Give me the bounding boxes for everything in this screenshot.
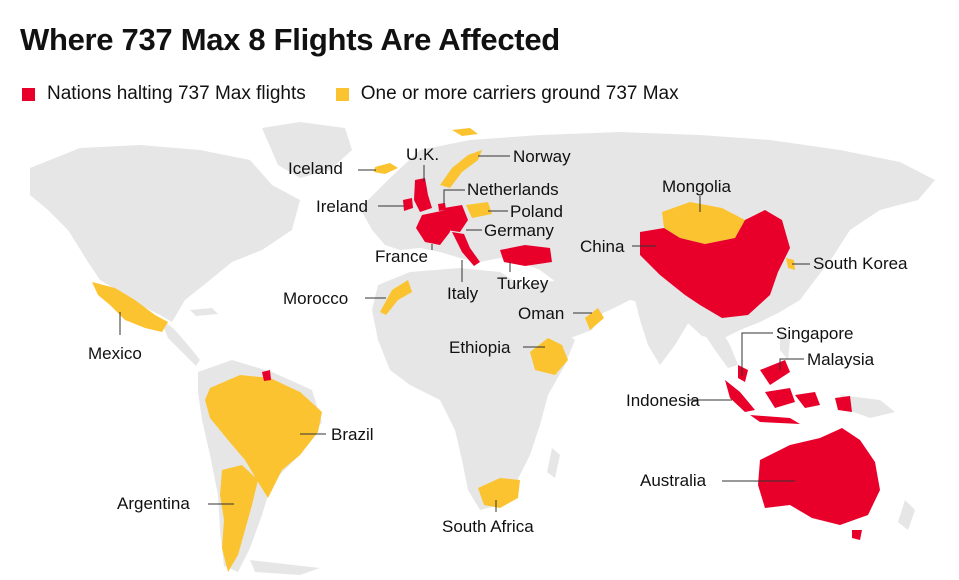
label-netherlands: Netherlands: [467, 180, 559, 199]
mongolia-shape: [662, 202, 745, 244]
country-labels: Iceland U.K. Norway Ireland Netherlands …: [88, 145, 908, 536]
page-title: Where 737 Max 8 Flights Are Affected: [20, 22, 560, 57]
netherlands-shape: [438, 203, 446, 211]
norway-shape: [440, 150, 482, 188]
turkey-shape: [500, 245, 552, 266]
south-africa-shape: [478, 478, 520, 508]
south-korea-shape: [786, 258, 795, 270]
label-oman: Oman: [518, 304, 564, 323]
label-poland: Poland: [510, 202, 563, 221]
carrier-grounding-countries: [92, 128, 795, 572]
iceland-shape: [374, 163, 398, 174]
label-uk: U.K.: [406, 145, 439, 164]
legend-item-carriers: One or more carriers ground 737 Max: [335, 83, 679, 105]
mexico-shape: [92, 282, 168, 332]
germany-shape: [444, 205, 468, 232]
legend-label-halting: Nations halting 737 Max flights: [47, 83, 306, 104]
indonesia-shape: [725, 380, 852, 424]
legend-swatch-red: [22, 87, 35, 101]
legend: Nations halting 737 Max flights One or m…: [22, 83, 709, 105]
ireland-shape: [403, 198, 413, 211]
label-south-korea: South Korea: [813, 254, 908, 273]
label-malaysia: Malaysia: [807, 350, 875, 369]
label-turkey: Turkey: [497, 274, 549, 293]
svalbard-shape: [452, 128, 478, 136]
legend-item-halting: Nations halting 737 Max flights: [22, 83, 306, 105]
uk-shape: [414, 178, 432, 212]
label-indonesia: Indonesia: [626, 391, 700, 410]
morocco-shape: [380, 280, 412, 315]
oman-shape: [585, 308, 604, 330]
label-italy: Italy: [447, 284, 479, 303]
label-france: France: [375, 247, 428, 266]
label-germany: Germany: [484, 221, 554, 240]
label-singapore: Singapore: [776, 324, 854, 343]
brazil-shape: [205, 375, 322, 498]
label-argentina: Argentina: [117, 494, 190, 513]
label-ireland: Ireland: [316, 197, 368, 216]
label-china: China: [580, 237, 625, 256]
halting-countries: [262, 178, 880, 540]
china-shape: [640, 210, 790, 318]
label-mongolia: Mongolia: [662, 177, 732, 196]
france-shape: [416, 210, 450, 245]
australia-shape: [758, 428, 880, 525]
legend-swatch-yellow: [335, 87, 349, 101]
guyana-shape: [262, 370, 271, 381]
italy-shape: [452, 232, 480, 266]
label-mexico: Mexico: [88, 344, 142, 363]
label-brazil: Brazil: [331, 425, 374, 444]
legend-label-carriers: One or more carriers ground 737 Max: [360, 83, 679, 104]
tasmania-shape: [852, 530, 862, 540]
label-australia: Australia: [640, 471, 707, 490]
label-norway: Norway: [513, 147, 571, 166]
label-south-africa: South Africa: [442, 517, 534, 536]
leader-lines: [119, 155, 810, 512]
label-morocco: Morocco: [283, 289, 348, 308]
world-map: Iceland U.K. Norway Ireland Netherlands …: [30, 122, 935, 575]
poland-shape: [466, 202, 492, 218]
malaysia-shape: [738, 360, 790, 385]
argentina-shape: [220, 465, 258, 572]
label-ethiopia: Ethiopia: [449, 338, 511, 357]
label-iceland: Iceland: [288, 159, 343, 178]
